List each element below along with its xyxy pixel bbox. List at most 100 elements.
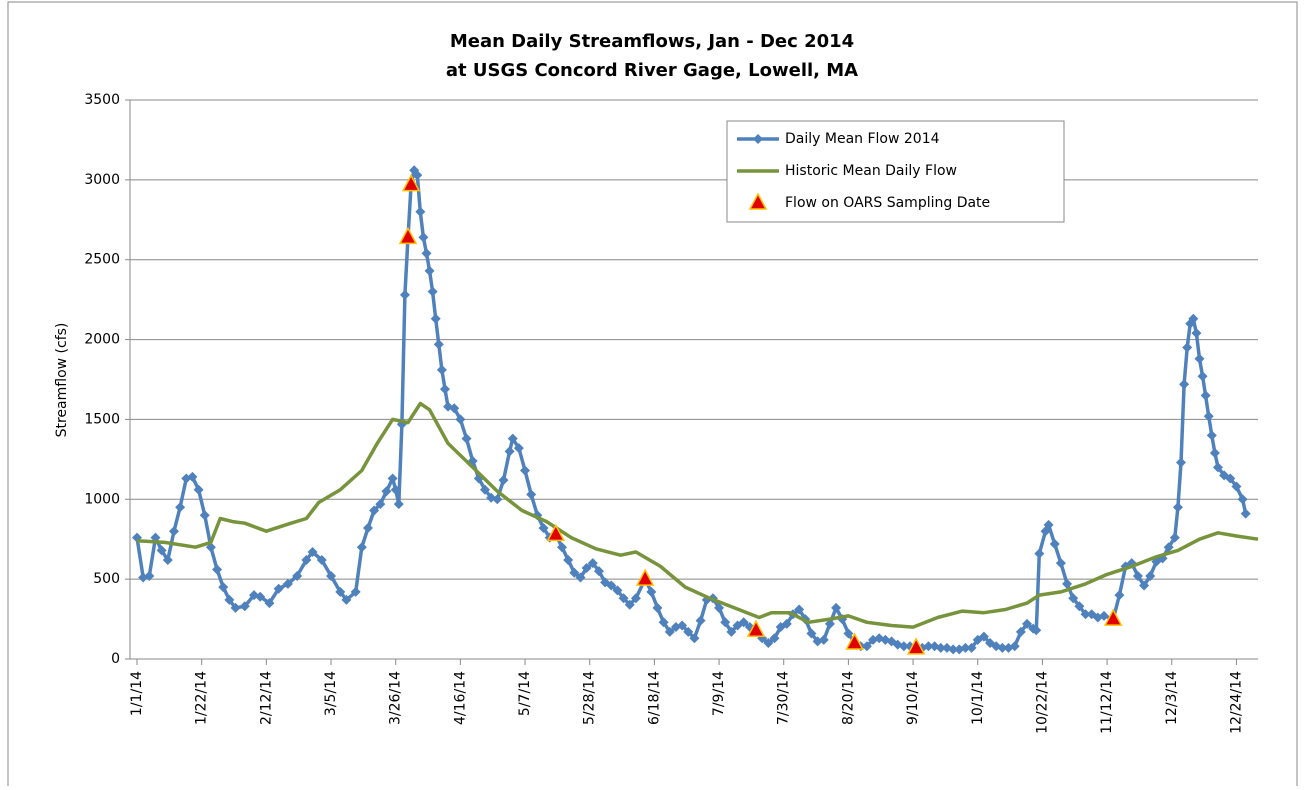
data-point [618,593,629,604]
data-point [224,594,235,605]
x-tick-label: 4/16/14 [452,671,468,725]
data-point [658,617,669,628]
data-point [282,578,293,589]
data-point [960,642,971,653]
data-point [239,601,250,612]
data-point [316,554,327,565]
data-point [1240,508,1251,519]
data-point [430,313,441,324]
data-point [695,615,706,626]
data-point [746,619,766,638]
legend-marker [753,134,763,144]
x-tick-label: 1/1/14 [129,671,145,716]
x-tick-label: 5/28/14 [582,671,598,725]
data-point [350,586,361,597]
data-point [393,499,404,510]
x-tick-label: 3/5/14 [323,671,339,716]
data-point [1145,570,1156,581]
data-point [427,286,438,297]
data-point [1197,371,1208,382]
data-point [664,626,675,637]
data-point [1099,610,1110,621]
data-point [307,546,318,557]
data-point [978,631,989,642]
data-point [1203,411,1214,422]
x-tick-label: 11/12/14 [1099,671,1115,734]
data-point [415,206,426,217]
data-point [513,443,524,454]
data-point [1104,608,1123,626]
data-point [507,433,518,444]
data-point [218,582,229,593]
data-point [399,289,410,300]
data-point [1231,481,1242,492]
x-tick-label: 10/22/14 [1034,671,1050,734]
chart-title: Mean Daily Streamflows, Jan - Dec 2014 [450,31,854,52]
data-point [781,618,792,629]
data-point [433,339,444,350]
data-point [714,602,725,613]
data-point [1209,447,1220,458]
data-point [1043,519,1054,530]
data-point [861,641,872,652]
data-point [997,642,1008,653]
data-point [369,505,380,516]
x-tick-label: 5/7/14 [517,671,533,716]
data-point [720,617,731,628]
chart-border [7,1,1298,790]
x-tick-label: 12/24/14 [1228,671,1244,734]
data-point [569,567,580,578]
data-point [538,523,549,534]
y-tick-label: 3000 [84,172,120,188]
y-tick-label: 1000 [84,491,120,507]
data-point [398,226,418,245]
data-point [546,523,566,542]
data-point [255,591,266,602]
data-point [1200,390,1211,401]
data-point [1114,590,1125,601]
data-point [831,602,842,613]
data-point [794,604,805,615]
data-point [593,566,604,577]
data-point [1225,473,1236,484]
data-point [301,554,312,565]
data-point [520,465,531,476]
data-point [193,484,204,495]
data-point [439,384,450,395]
data-point [1206,430,1217,441]
x-tick-label: 9/10/14 [905,671,921,725]
legend-marker [748,192,768,210]
data-point [168,526,179,537]
data-point [480,484,491,495]
data-point [424,265,435,276]
data-point [1188,313,1199,324]
data-point [449,403,460,414]
data-point [738,617,749,628]
data-point [1169,532,1180,543]
y-tick-label: 0 [111,651,120,667]
data-point [498,475,509,486]
data-point [824,618,835,629]
data-point [726,626,737,637]
data-point [1034,548,1045,559]
data-point [412,170,423,181]
data-point [923,641,934,652]
data-point [587,558,598,569]
data-point [843,628,854,639]
data-point [362,523,373,534]
data-point [646,586,657,597]
data-point [612,585,623,596]
series-line [136,401,1259,629]
data-point [455,414,466,425]
data-point [212,564,223,575]
data-point [162,554,173,565]
x-tick-label: 7/9/14 [711,671,727,716]
data-point [769,633,780,644]
data-point [1080,609,1091,620]
data-point [492,494,503,505]
data-point [504,446,515,457]
data-point [387,473,398,484]
data-point [390,484,401,495]
data-point [381,486,392,497]
